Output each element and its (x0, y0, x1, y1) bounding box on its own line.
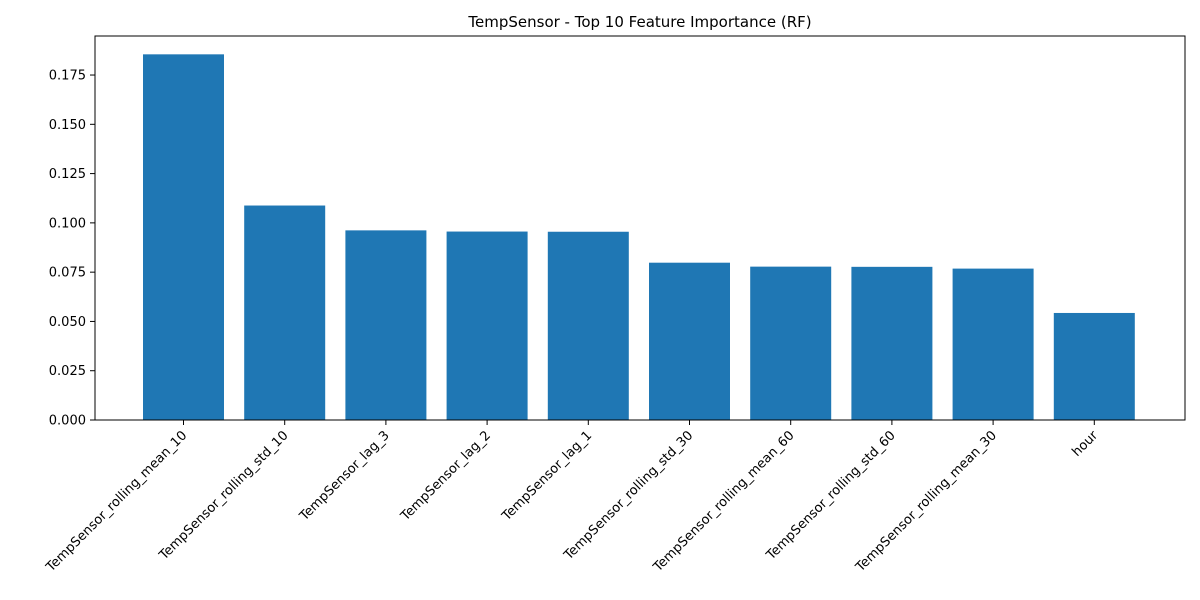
y-tick-label: 0.050 (49, 315, 86, 330)
y-tick-label: 0.175 (49, 69, 86, 84)
bar-tempsensor-rolling-mean-30 (952, 268, 1034, 420)
y-tick-label: 0.000 (49, 414, 86, 429)
x-tick-label: TempSensor_lag_2 (398, 428, 494, 524)
y-tick-label: 0.100 (49, 216, 86, 231)
x-axis: TempSensor_rolling_mean_10TempSensor_rol… (43, 420, 1102, 576)
bar-tempsensor-lag-1 (547, 231, 629, 420)
chart-title: TempSensor - Top 10 Feature Importance (… (467, 13, 811, 31)
plot-frame (94, 35, 1186, 421)
y-tick-label: 0.075 (49, 266, 86, 281)
bar-tempsensor-rolling-std-60 (851, 266, 933, 420)
bar-hour (1053, 312, 1135, 420)
bar-tempsensor-lag-2 (446, 231, 528, 420)
y-tick-label: 0.125 (49, 167, 86, 182)
y-tick-label: 0.025 (49, 364, 86, 379)
y-axis: 0.000 0.025 0.050 0.075 0.100 0.125 0.150 0.175 (49, 69, 95, 429)
x-tick-label: hour (1069, 428, 1101, 460)
bar-tempsensor-rolling-mean-10 (143, 54, 224, 421)
x-tick-label: TempSensor_lag_3 (296, 428, 392, 524)
bar-tempsensor-lag-3 (345, 230, 427, 420)
bar-tempsensor-rolling-std-30 (649, 262, 730, 420)
y-tick-label: 0.150 (49, 118, 86, 133)
bar-tempsensor-rolling-std-10 (244, 205, 326, 420)
bar-tempsensor-rolling-mean-60 (750, 266, 832, 420)
bars-group (143, 54, 1135, 421)
x-tick-label: TempSensor_lag_1 (499, 428, 595, 524)
